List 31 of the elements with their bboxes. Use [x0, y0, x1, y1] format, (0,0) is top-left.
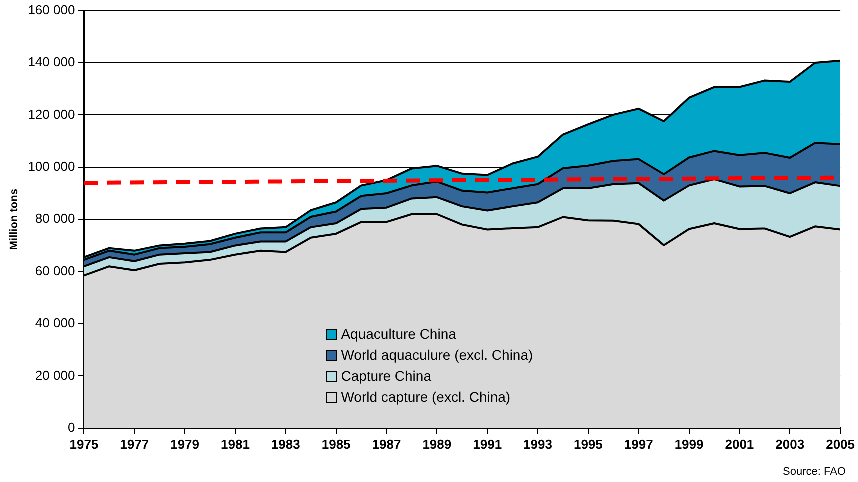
legend-label: Aquaculture China — [341, 325, 456, 344]
x-tick-label: 1989 — [422, 436, 452, 452]
x-tick-label: 1997 — [624, 436, 654, 452]
x-tick-label: 1979 — [170, 436, 200, 452]
y-tick-label: 80 000 — [35, 211, 76, 226]
x-tick-label: 1975 — [70, 436, 99, 452]
x-tick-label: 2005 — [826, 436, 855, 452]
source-note: Source: FAO — [783, 466, 846, 478]
y-tick-label: 140 000 — [28, 54, 76, 70]
y-tick-label: 120 000 — [28, 106, 76, 122]
y-tick-label: 60 000 — [35, 263, 76, 278]
y-tick-label: 40 000 — [35, 316, 76, 331]
x-tick-label: 2003 — [776, 436, 805, 452]
legend-label: World capture (excl. China) — [341, 388, 511, 408]
x-tick-label: 1985 — [322, 436, 351, 452]
x-tick-label: 1981 — [221, 436, 250, 452]
y-tick-label: 20 000 — [35, 368, 76, 383]
y-tick-label: 100 000 — [28, 158, 76, 174]
legend-label: World aquaculure (excl. China) — [341, 346, 534, 366]
x-tick-label: 1983 — [271, 436, 300, 452]
y-tick-label: 160 000 — [28, 2, 76, 18]
x-tick-label: 1977 — [120, 436, 150, 452]
x-tick-label: 1987 — [372, 436, 402, 452]
legend-label: Capture China — [341, 367, 432, 386]
x-tick-label: 1993 — [524, 436, 552, 452]
x-tick-label: 1991 — [473, 436, 502, 452]
x-tick-label: 1999 — [674, 436, 704, 452]
x-tick-label: 2001 — [725, 436, 754, 452]
x-tick-label: 1995 — [574, 436, 603, 452]
y-tick-label: 0 — [68, 420, 76, 435]
y-axis-title: Million tons — [8, 189, 21, 250]
